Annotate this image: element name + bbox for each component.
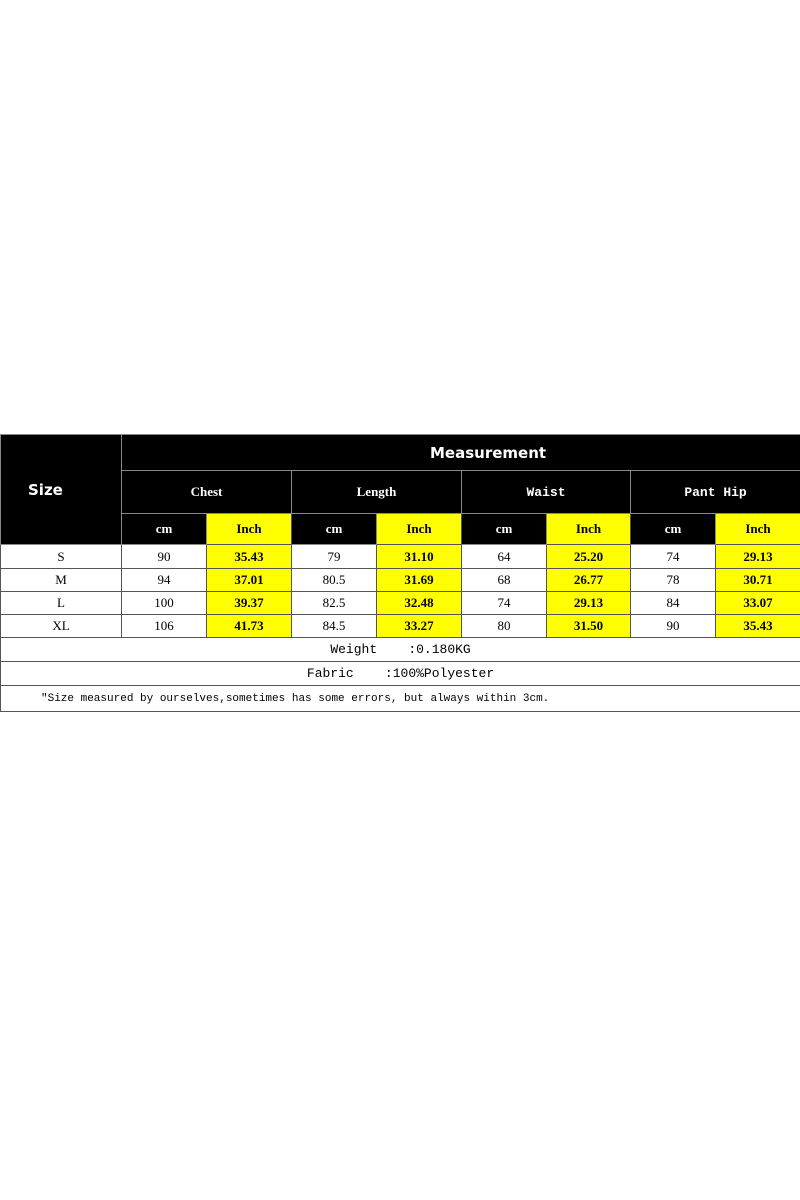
inch-value-cell: 31.50 (546, 614, 631, 638)
group-header-pant-hip: Pant Hip (629, 470, 800, 514)
table-row: XL 106 41.73 84.5 33.27 80 31.50 90 35.43 (0, 614, 800, 638)
inch-value-cell: 35.43 (206, 544, 292, 569)
group-header-chest: Chest (121, 470, 292, 514)
cm-value-cell: 64 (461, 544, 547, 569)
inch-value-cell: 37.01 (206, 568, 292, 592)
unit-header-inch: Inch (206, 513, 292, 545)
cm-value-cell: 82.5 (291, 591, 377, 615)
size-header: Size (0, 434, 122, 545)
unit-header-cm: cm (630, 513, 716, 545)
inch-value-cell: 26.77 (546, 568, 631, 592)
cm-value-cell: 78 (630, 568, 716, 592)
table-row: L 100 39.37 82.5 32.48 74 29.13 84 33.07 (0, 591, 800, 615)
inch-value-cell: 29.13 (546, 591, 631, 615)
inch-value-cell: 33.27 (376, 614, 462, 638)
inch-value-cell: 32.48 (376, 591, 462, 615)
inch-value-cell: 31.10 (376, 544, 462, 569)
measurement-header: Measurement (120, 434, 800, 471)
cm-value-cell: 80.5 (291, 568, 377, 592)
size-cell: L (0, 591, 122, 615)
table-row: M 94 37.01 80.5 31.69 68 26.77 78 30.71 (0, 568, 800, 592)
size-cell: S (0, 544, 122, 569)
weight-row: Weight :0.180KG (0, 637, 800, 662)
inch-value-cell: 35.43 (714, 614, 800, 638)
unit-header-cm: cm (121, 513, 207, 545)
unit-header-cm: cm (461, 513, 547, 545)
group-header-length: Length (291, 470, 462, 514)
cm-value-cell: 74 (630, 544, 716, 569)
fabric-row: Fabric :100%Polyester (0, 661, 800, 686)
cm-value-cell: 106 (121, 614, 207, 638)
inch-value-cell: 33.07 (714, 591, 800, 615)
cm-value-cell: 80 (461, 614, 547, 638)
size-chart-table: Size Measurement Chest Length Waist Pant… (0, 434, 800, 712)
cm-value-cell: 94 (121, 568, 207, 592)
table-row: S 90 35.43 79 31.10 64 25.20 74 29.13 (0, 544, 800, 569)
cm-value-cell: 90 (630, 614, 716, 638)
unit-header-inch: Inch (376, 513, 462, 545)
cm-value-cell: 100 (121, 591, 207, 615)
inch-value-cell: 39.37 (206, 591, 292, 615)
size-note: "Size measured by ourselves,sometimes ha… (0, 685, 800, 712)
group-header-waist: Waist (461, 470, 631, 514)
inch-value-cell: 25.20 (546, 544, 631, 569)
cm-value-cell: 79 (291, 544, 377, 569)
unit-header-inch: Inch (546, 513, 631, 545)
cm-value-cell: 74 (461, 591, 547, 615)
inch-value-cell: 31.69 (376, 568, 462, 592)
inch-value-cell: 41.73 (206, 614, 292, 638)
cm-value-cell: 84 (630, 591, 716, 615)
cm-value-cell: 90 (121, 544, 207, 569)
unit-header-cm: cm (291, 513, 377, 545)
unit-header-inch: Inch (714, 513, 800, 545)
cm-value-cell: 68 (461, 568, 547, 592)
cm-value-cell: 84.5 (291, 614, 377, 638)
inch-value-cell: 29.13 (714, 544, 800, 569)
size-cell: M (0, 568, 122, 592)
size-cell: XL (0, 614, 122, 638)
inch-value-cell: 30.71 (714, 568, 800, 592)
